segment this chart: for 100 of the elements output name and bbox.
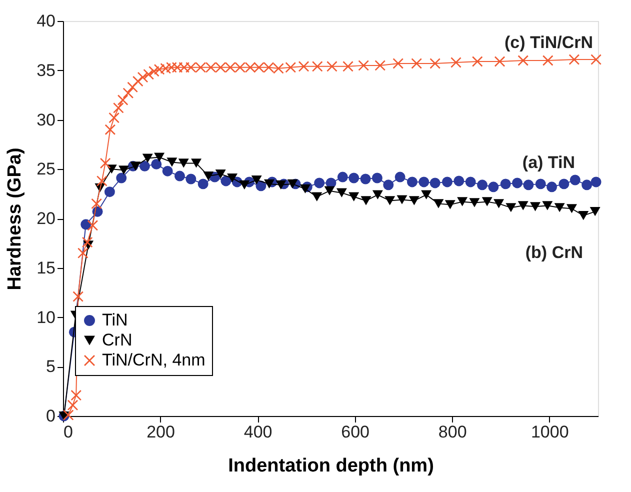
point [191,158,202,168]
point [287,179,298,188]
point [568,54,580,65]
point [454,176,464,186]
point [546,182,558,192]
point [554,203,565,212]
point [457,197,468,206]
point [251,175,262,185]
point [166,158,178,167]
point [530,202,541,212]
point [234,62,246,73]
point [239,180,250,190]
point [542,55,554,66]
point [506,203,516,212]
point [298,61,309,72]
point [130,162,141,171]
point [566,204,577,214]
point [227,173,238,183]
legend-label: CrN [102,330,132,350]
point [570,174,580,186]
point [472,56,483,67]
point [396,195,408,204]
point [582,180,592,190]
x-tick-label: 200 [146,422,175,442]
point [500,178,511,190]
point [195,62,206,73]
point [326,61,338,72]
point [374,60,386,71]
point [154,152,165,162]
point [82,236,93,248]
point [430,58,440,69]
legend-label: TiN/CrN, 4nm [102,350,206,370]
point [162,166,173,176]
point [512,178,523,188]
point [264,179,274,188]
point [174,170,185,182]
point [406,176,418,188]
x-tick-label: 0 [64,422,73,442]
point [186,174,196,184]
y-tick-label: 35 [36,60,56,80]
point [215,62,226,73]
point [348,172,360,184]
point [186,62,196,73]
point [215,170,226,179]
point [542,201,553,210]
annotation: (c) TiN/CrN [504,33,593,52]
y-tick-label: 30 [36,110,56,130]
x-axis-title: Indentation depth (nm) [228,456,434,476]
point [314,178,325,188]
point [360,174,371,184]
point [535,178,546,190]
point [225,62,236,73]
point [372,190,383,200]
point [118,166,130,175]
point [337,172,348,182]
point [263,62,274,73]
point [384,196,396,206]
point [477,180,488,190]
point [590,176,602,188]
point [411,58,422,69]
y-tick-label: 20 [36,209,56,228]
point [383,180,394,190]
point [482,197,492,206]
point [87,220,98,231]
point [220,176,232,186]
point [300,184,310,194]
point [494,56,505,67]
point [113,102,124,114]
point [408,196,420,206]
point [285,62,296,73]
point [80,219,92,230]
y-axis-title: Hardness (GPa) [4,148,26,290]
y-tick-label: 25 [36,160,56,179]
y-tick-label: 10 [36,308,56,327]
point [312,192,322,202]
point [430,178,440,188]
point [523,180,534,190]
point [488,182,499,192]
point [198,178,208,190]
point [465,176,476,188]
point [578,210,589,220]
point [78,248,88,258]
point [122,88,134,98]
point [558,178,570,190]
x-tick-label: 1000 [530,422,569,442]
legend-label: TiN [102,310,128,330]
point [418,176,430,188]
point [494,199,504,208]
point [70,390,82,401]
y-tick-label: 5 [46,357,56,376]
point [312,61,323,72]
point [372,172,382,184]
x-tick-label: 800 [438,422,467,442]
x-tick-label: 400 [244,422,272,442]
point [254,62,264,73]
x-tick-label: 600 [341,422,370,442]
point [154,64,165,75]
y-tick-label: 40 [36,12,56,30]
point [67,400,78,410]
point [104,186,115,198]
